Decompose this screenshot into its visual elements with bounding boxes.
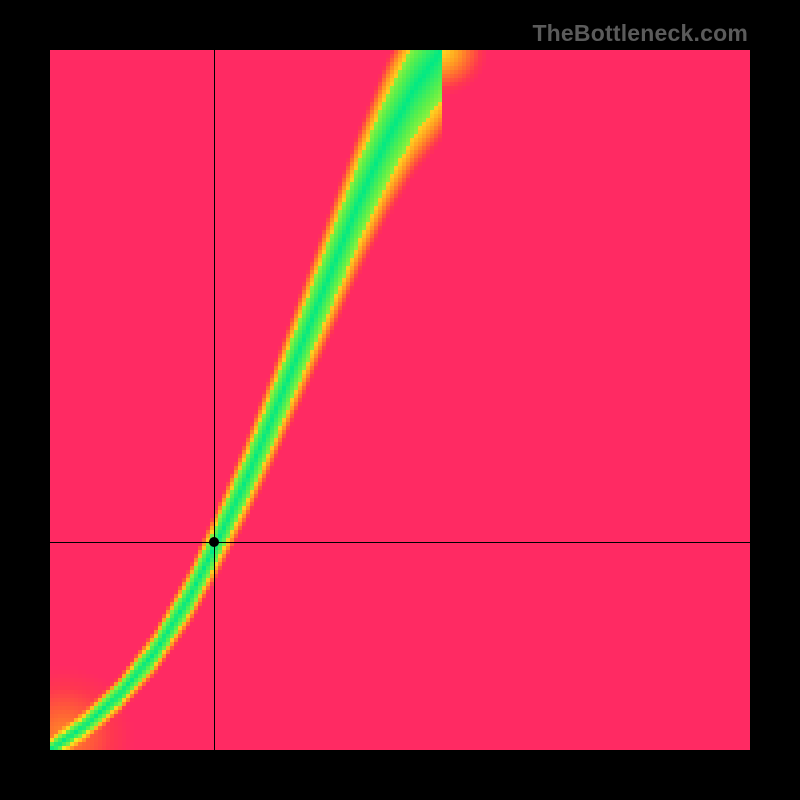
crosshair-vertical (214, 50, 215, 750)
heatmap-canvas (50, 50, 750, 750)
crosshair-horizontal (50, 542, 750, 543)
watermark-label: TheBottleneck.com (532, 20, 748, 47)
heatmap-plot (50, 50, 750, 750)
chart-frame: TheBottleneck.com (0, 0, 800, 800)
crosshair-marker (209, 537, 219, 547)
